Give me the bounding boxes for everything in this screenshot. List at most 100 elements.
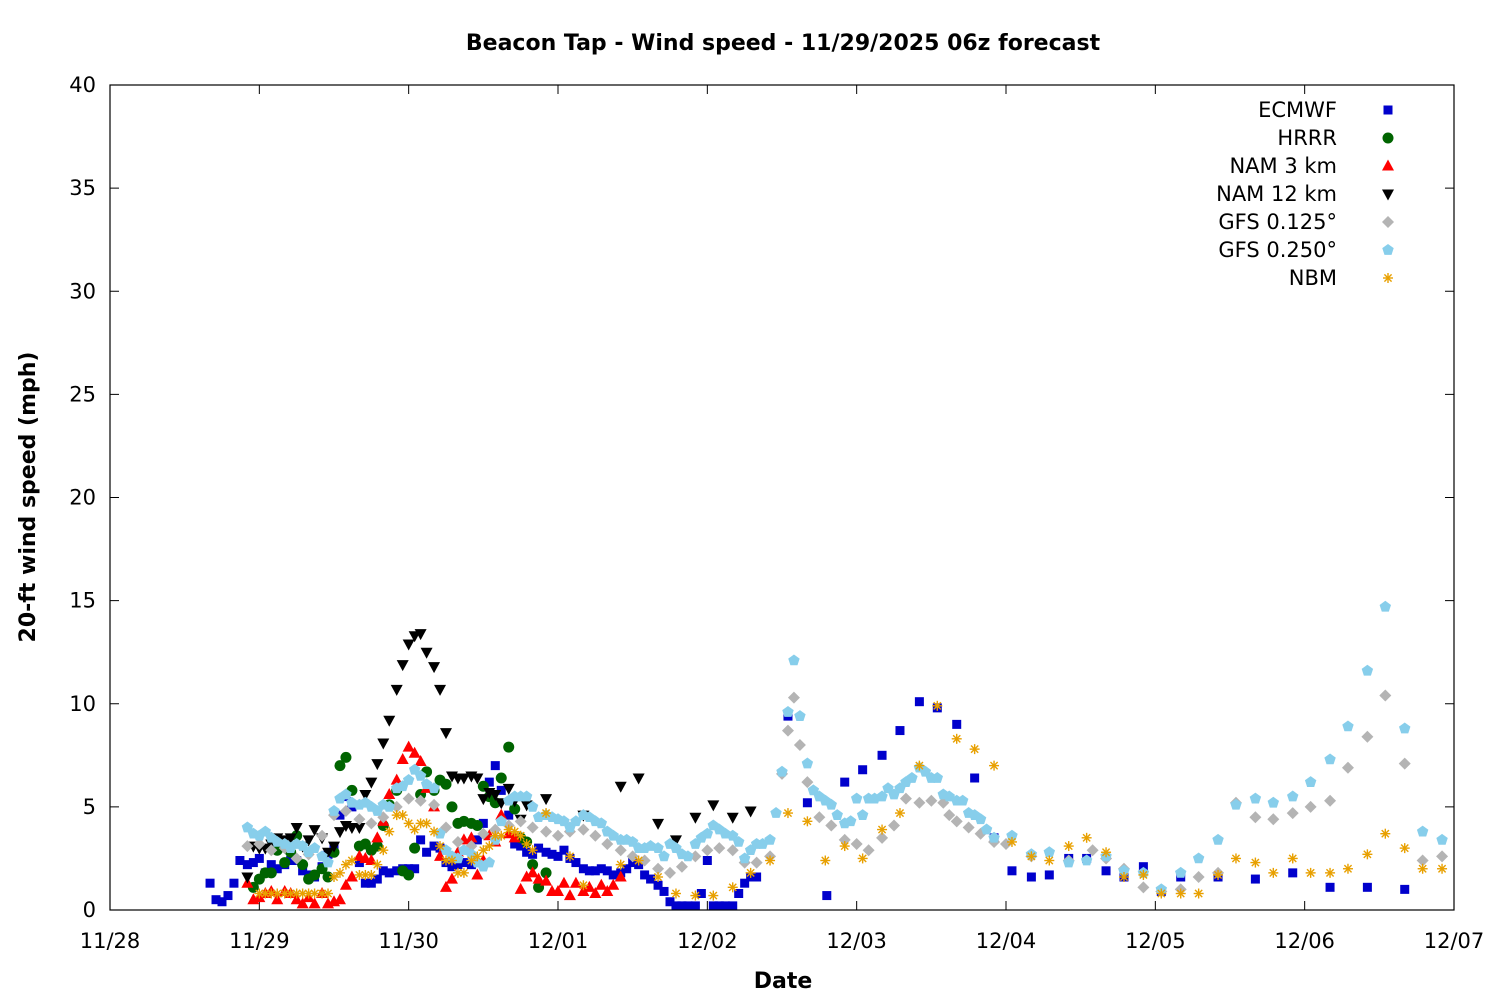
data-point-nam-3-km	[601, 884, 614, 896]
data-point-nbm	[1380, 828, 1391, 839]
data-point-ecmwf	[653, 880, 663, 890]
data-point-nbm	[354, 869, 365, 880]
data-point-nam-12-km	[302, 835, 315, 847]
x-tick-label: 12/03	[826, 929, 887, 953]
data-point-nbm	[653, 872, 664, 882]
data-point-nbm	[515, 830, 526, 841]
data-point-gfs-0-125	[589, 829, 602, 842]
data-point-gfs-0-125	[290, 852, 303, 865]
data-point-nam-3-km	[271, 893, 284, 905]
data-point-nam-12-km	[489, 790, 502, 801]
data-point-nbm	[670, 888, 681, 899]
data-point-gfs-0-250	[1006, 829, 1018, 841]
data-point-gfs-0-250	[428, 782, 440, 794]
data-point-gfs-0-250	[383, 800, 395, 812]
axis-ticks: 11/28 11/29 11/30 12/01 12/02 12/03 12/04 12/05…	[69, 73, 1484, 953]
data-point-ecmwf	[378, 866, 388, 876]
data-point-nbm	[1342, 863, 1353, 874]
data-point-gfs-0-250	[801, 757, 814, 769]
data-point-nam-12-km	[353, 823, 366, 834]
data-point-gfs-0-250	[1043, 846, 1056, 858]
data-point-gfs-0-250	[1416, 825, 1429, 837]
data-point-ecmwf	[1007, 866, 1017, 876]
data-point-nam-12-km	[377, 738, 390, 750]
data-point-ecmwf	[366, 878, 376, 888]
data-point-nbm	[578, 880, 589, 891]
data-point-gfs-0-250	[595, 817, 608, 829]
data-points	[205, 600, 1449, 911]
data-point-nbm	[472, 851, 483, 862]
y-tick-label: 30	[69, 279, 96, 303]
data-point-gfs-0-125	[477, 827, 490, 840]
data-point-gfs-0-250	[825, 798, 837, 810]
data-point-nam-12-km	[689, 812, 702, 824]
data-point-nbm	[329, 872, 339, 882]
data-point-gfs-0-125	[414, 794, 427, 807]
data-point-gfs-0-250	[520, 790, 533, 802]
data-point-ecmwf	[354, 858, 364, 868]
data-point-nam-3-km	[552, 884, 564, 896]
data-point-ecmwf	[970, 773, 980, 783]
data-point-nbm	[745, 867, 756, 878]
y-tick-label: 5	[83, 795, 96, 819]
data-point-ecmwf	[490, 761, 500, 771]
data-point-ecmwf	[1325, 882, 1335, 892]
data-point-nam-12-km	[333, 827, 346, 839]
data-point-nbm	[690, 890, 701, 901]
data-point-nam-3-km	[396, 752, 409, 764]
data-point-gfs-0-125	[701, 844, 714, 857]
data-point-nbm	[1362, 849, 1373, 860]
data-point-ecmwf	[602, 866, 612, 876]
data-point-gfs-0-250	[882, 782, 894, 794]
data-point-nbm	[857, 853, 868, 864]
data-point-gfs-0-250	[259, 825, 272, 837]
y-tick-label: 35	[69, 176, 96, 200]
data-point-ecmwf	[1044, 870, 1054, 880]
data-point-ecmwf	[858, 765, 868, 775]
data-point-nbm	[484, 841, 495, 852]
data-point-nbm	[478, 845, 489, 856]
data-point-gfs-0-250	[1361, 664, 1374, 676]
data-point-ecmwf	[410, 864, 420, 874]
data-point-gfs-0-125	[365, 817, 378, 830]
data-point-ecmwf	[895, 726, 905, 736]
data-point-nam-3-km	[471, 868, 484, 880]
data-point-nam-3-km	[532, 872, 545, 884]
legend-marker-nam-12-km	[1382, 189, 1394, 201]
data-point-gfs-0-250	[570, 815, 582, 827]
data-point-ecmwf	[677, 901, 687, 911]
x-tick-label: 11/28	[80, 929, 141, 953]
data-point-nam-3-km	[390, 773, 403, 785]
data-point-gfs-0-125	[402, 792, 415, 805]
legend-marker-nbm	[1383, 273, 1393, 283]
data-point-nam-12-km	[308, 825, 321, 837]
data-point-nam-12-km	[502, 783, 515, 795]
data-point-hrrr	[334, 760, 346, 772]
data-point-gfs-0-250	[906, 772, 918, 783]
data-point-nam-3-km	[290, 893, 303, 905]
data-point-ecmwf	[1288, 868, 1298, 878]
data-point-ecmwf	[578, 864, 588, 874]
data-point-nbm	[914, 760, 925, 771]
y-tick-label: 15	[69, 589, 96, 613]
data-point-ecmwf	[702, 856, 712, 865]
data-point-nbm	[346, 855, 357, 866]
data-point-nam-3-km	[577, 884, 590, 896]
data-point-nam-3-km	[514, 882, 527, 894]
data-point-gfs-0-250	[974, 813, 987, 825]
data-point-gfs-0-125	[813, 811, 826, 824]
data-point-ecmwf	[223, 891, 233, 901]
data-point-ecmwf	[553, 851, 563, 861]
data-point-ecmwf	[1250, 874, 1260, 884]
data-point-gfs-0-250	[340, 788, 352, 800]
data-point-gfs-0-125	[726, 844, 739, 857]
data-point-gfs-0-250	[794, 710, 806, 721]
data-point-ecmwf	[547, 849, 557, 859]
data-point-ecmwf	[217, 897, 227, 907]
data-point-nbm	[877, 824, 888, 835]
data-point-nbm	[1268, 867, 1279, 878]
data-point-gfs-0-125	[801, 776, 814, 789]
data-point-gfs-0-250	[241, 821, 254, 833]
data-point-ecmwf	[720, 901, 730, 911]
data-point-ecmwf	[1362, 882, 1372, 892]
